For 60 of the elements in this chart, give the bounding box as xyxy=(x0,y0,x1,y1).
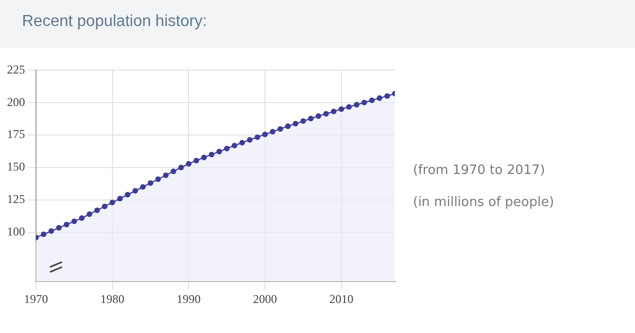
y-tick-label: 200 xyxy=(7,94,25,109)
point xyxy=(186,161,192,167)
point xyxy=(132,188,138,194)
point xyxy=(79,215,85,221)
text: (from 1970 to 2017) xyxy=(413,163,546,178)
point xyxy=(224,146,230,152)
x-tick-label: 1990 xyxy=(176,292,201,306)
point xyxy=(201,154,207,160)
point xyxy=(56,224,62,231)
x-tick-label: 1980 xyxy=(100,292,124,306)
point xyxy=(232,142,238,148)
point xyxy=(338,106,344,112)
x-tick-label: 2000 xyxy=(253,292,278,306)
point xyxy=(246,137,253,143)
point xyxy=(384,93,390,99)
point xyxy=(285,123,291,130)
point xyxy=(71,218,77,224)
point xyxy=(254,134,260,140)
y-tick-label: 150 xyxy=(7,160,25,174)
point xyxy=(117,196,123,202)
point xyxy=(178,164,184,170)
point xyxy=(40,231,46,238)
point xyxy=(194,158,200,164)
point xyxy=(354,102,360,108)
point xyxy=(262,132,268,138)
chart-title: Recent population history: xyxy=(22,13,207,31)
point xyxy=(316,113,322,119)
point xyxy=(376,95,382,101)
y-tick-label: 125 xyxy=(7,192,25,206)
point xyxy=(292,120,298,126)
point xyxy=(330,108,337,114)
point xyxy=(48,228,54,234)
point xyxy=(140,184,146,190)
point xyxy=(216,148,222,154)
point xyxy=(308,116,314,122)
point xyxy=(64,222,70,228)
point xyxy=(208,152,214,158)
point xyxy=(86,211,92,217)
text: (in millions of people) xyxy=(413,195,554,210)
point xyxy=(170,168,176,174)
point xyxy=(361,100,368,106)
point xyxy=(148,180,154,186)
point xyxy=(239,140,245,146)
x-tick-label: 1970 xyxy=(24,292,48,306)
point xyxy=(155,176,161,182)
point xyxy=(110,200,116,206)
point xyxy=(323,110,329,117)
point xyxy=(124,192,130,198)
point xyxy=(369,97,375,104)
x-tick-label: 2010 xyxy=(329,292,354,306)
y-tick-label: 175 xyxy=(7,127,25,142)
point xyxy=(102,204,108,210)
point xyxy=(300,118,306,124)
y-tick-label: 100 xyxy=(7,224,25,238)
point xyxy=(277,126,284,132)
point xyxy=(94,207,100,214)
point xyxy=(162,172,169,178)
point xyxy=(346,104,352,110)
point xyxy=(270,128,276,134)
y-tick-label: 225 xyxy=(7,62,25,76)
